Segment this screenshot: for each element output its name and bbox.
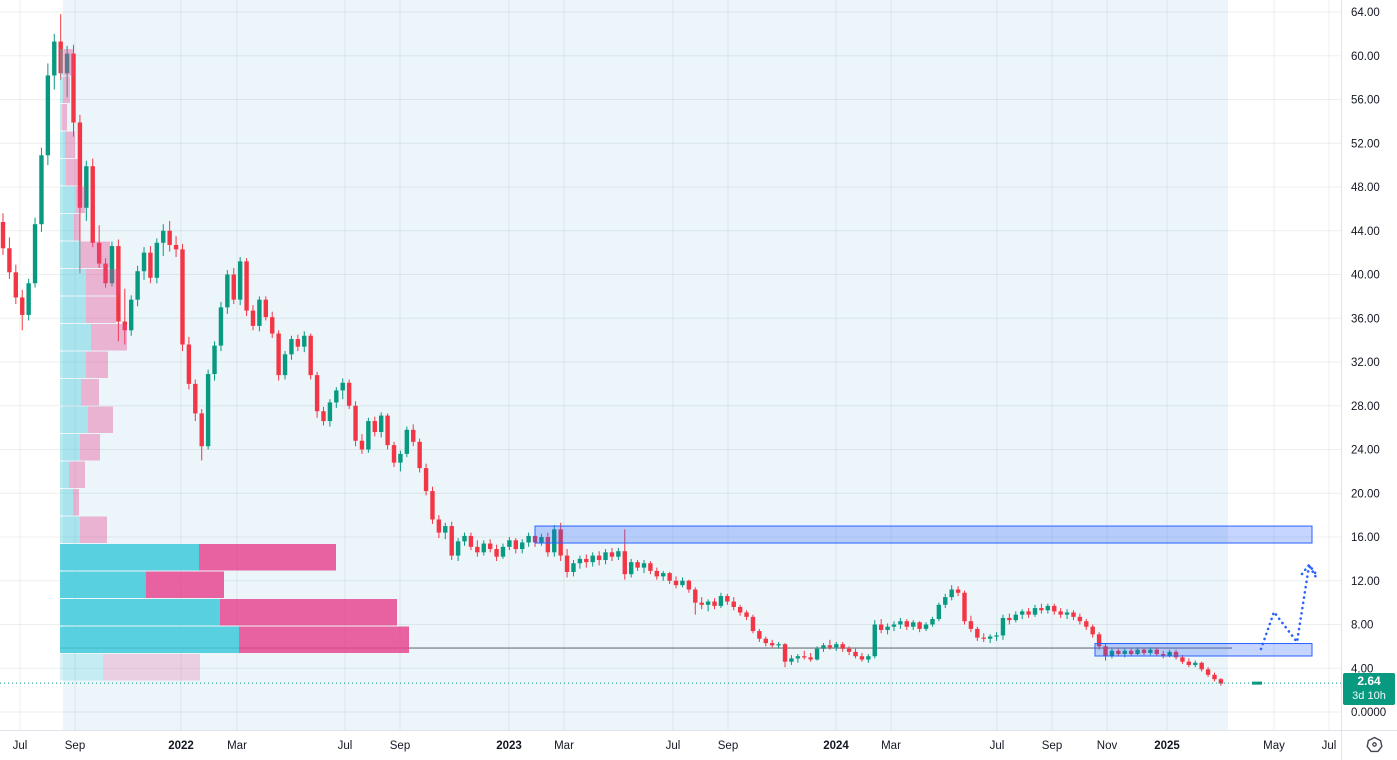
axis-settings-icon[interactable] <box>1364 735 1385 755</box>
price-tick-label: 16.00 <box>1351 532 1380 544</box>
time-tick-label: 2023 <box>496 740 522 752</box>
price-tick-label: 60.00 <box>1351 51 1380 63</box>
price-tick-label: 48.00 <box>1351 182 1380 194</box>
settings-dot <box>1372 742 1377 747</box>
price-tick-label: 52.00 <box>1351 138 1380 150</box>
price-tick-label: 32.00 <box>1351 357 1380 369</box>
bar-close-countdown: 3d 10h <box>1352 690 1386 702</box>
price-tick-label: 64.00 <box>1351 7 1380 19</box>
time-tick-label: Jul <box>1322 740 1337 752</box>
projection-arrow[interactable] <box>1259 562 1319 651</box>
price-tick-label: 20.00 <box>1351 488 1380 500</box>
candlestick-series <box>0 14 1224 686</box>
volume-profile-indicator[interactable] <box>60 49 409 681</box>
price-tick-label: 28.00 <box>1351 401 1380 413</box>
time-tick-label: Sep <box>390 740 410 752</box>
time-tick-label: Mar <box>227 740 247 752</box>
time-tick-label: Sep <box>65 740 85 752</box>
price-tick-label: 24.00 <box>1351 445 1380 457</box>
price-tick-label: 36.00 <box>1351 313 1380 325</box>
current-price-value: 2.64 <box>1357 674 1381 688</box>
time-tick-label: Mar <box>554 740 574 752</box>
time-tick-label: 2022 <box>168 740 194 752</box>
time-tick-label: Sep <box>1042 740 1062 752</box>
zone-rectangle-1[interactable] <box>534 525 1313 544</box>
zone-rectangle-2[interactable] <box>1094 643 1313 657</box>
time-axis[interactable]: Jul Sep 2022 Mar Jul Sep 2023 Mar Jul Sep 2024 Mar J… <box>13 740 1337 752</box>
time-tick-label: 2025 <box>1154 740 1180 752</box>
time-tick-label: Mar <box>881 740 901 752</box>
price-tick-label: 0.0000 <box>1351 707 1386 719</box>
time-tick-label: Jul <box>990 740 1005 752</box>
time-tick-label: 2024 <box>823 740 849 752</box>
price-tick-label: 12.00 <box>1351 576 1380 588</box>
price-tick-label: 40.00 <box>1351 270 1380 282</box>
time-tick-label: Jul <box>13 740 28 752</box>
time-tick-label: Nov <box>1097 740 1118 752</box>
time-tick-label: Jul <box>338 740 353 752</box>
price-axis[interactable]: 64.00 60.00 56.00 52.00 48.00 44.00 40.00 36.00… <box>1351 7 1386 719</box>
settings-hexagon <box>1366 736 1383 753</box>
price-tick-label: 4.00 <box>1351 663 1373 675</box>
time-tick-label: Sep <box>718 740 738 752</box>
price-tick-label: 44.00 <box>1351 226 1380 238</box>
time-tick-label: May <box>1263 740 1285 752</box>
price-tick-label: 8.00 <box>1351 620 1373 632</box>
price-tick-label: 56.00 <box>1351 95 1380 107</box>
time-tick-label: Jul <box>666 740 681 752</box>
current-price-label[interactable]: 2.64 3d 10h <box>1343 673 1395 705</box>
